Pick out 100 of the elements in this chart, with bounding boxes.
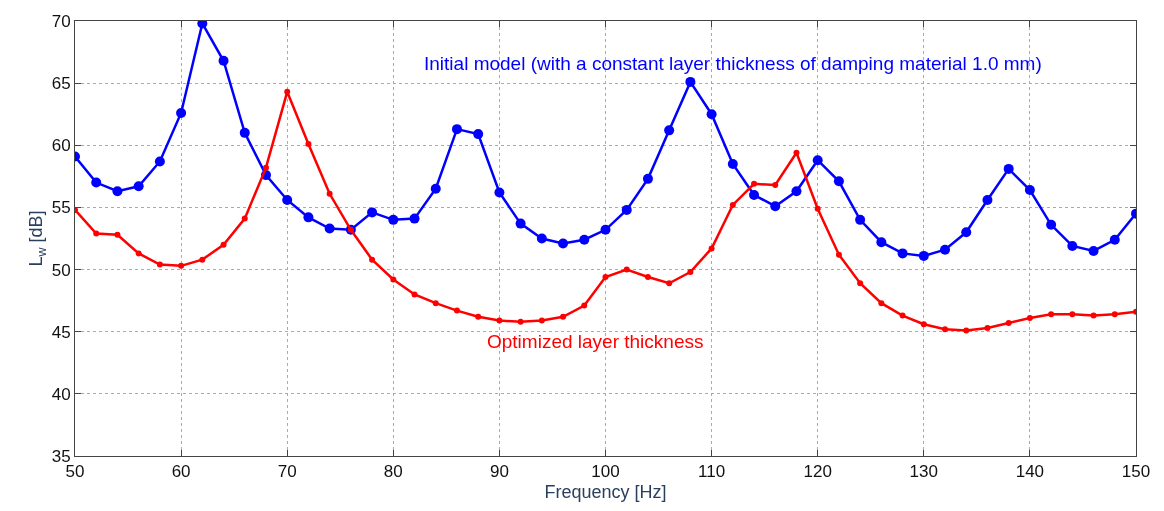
y-tick-label: 70 <box>51 11 71 31</box>
x-axis-title: Frequency [Hz] <box>544 481 667 502</box>
point <box>432 300 439 307</box>
point <box>727 158 738 169</box>
point <box>878 300 885 307</box>
point <box>220 241 227 248</box>
point <box>369 256 376 263</box>
point <box>666 280 673 287</box>
point <box>558 238 569 249</box>
point <box>133 181 144 192</box>
point <box>1090 312 1097 319</box>
point <box>326 190 333 197</box>
x-tick-label: 130 <box>909 462 938 482</box>
point <box>855 214 866 225</box>
point <box>876 237 887 248</box>
point <box>515 218 526 229</box>
point <box>112 186 123 197</box>
y-tick-label: 60 <box>51 136 71 156</box>
point <box>1024 185 1035 196</box>
point <box>473 129 484 140</box>
point <box>239 127 250 138</box>
x-tick-label: 100 <box>591 462 620 482</box>
x-tick-label: 120 <box>803 462 832 482</box>
x-tick-label: 60 <box>171 462 191 482</box>
point <box>1005 320 1012 327</box>
point <box>793 149 800 156</box>
point <box>600 224 611 235</box>
point <box>496 317 503 324</box>
point <box>1046 219 1057 230</box>
point <box>176 107 187 118</box>
point <box>579 234 590 245</box>
point <box>303 212 314 223</box>
point <box>367 207 378 218</box>
series-label: Optimized layer thickness <box>487 331 704 352</box>
point <box>984 324 991 331</box>
point <box>135 250 142 257</box>
point <box>1069 311 1076 318</box>
point <box>706 109 717 120</box>
point <box>770 201 781 212</box>
point <box>812 155 823 166</box>
point <box>621 204 632 215</box>
x-tick-label: 140 <box>1015 462 1045 482</box>
point <box>538 317 545 324</box>
point <box>644 274 651 281</box>
y-tick-label: 40 <box>51 384 71 404</box>
y-tick-label: 50 <box>51 260 71 280</box>
point <box>581 302 588 309</box>
text: Initial model (with a constant layer thickness of damping material 1.0 mm) <box>424 53 1042 74</box>
point <box>708 245 715 252</box>
point <box>282 194 293 205</box>
point <box>1088 245 1099 256</box>
point <box>114 231 121 238</box>
x-tick-label: 80 <box>383 462 403 482</box>
point <box>1067 240 1078 251</box>
point <box>729 201 736 208</box>
point <box>833 176 844 187</box>
point <box>897 248 908 259</box>
point <box>536 233 547 244</box>
point <box>324 223 335 234</box>
point <box>664 125 675 136</box>
point <box>642 173 653 184</box>
point <box>560 313 567 320</box>
point <box>453 307 460 314</box>
x-tick-label: 90 <box>489 462 509 482</box>
point <box>772 182 779 189</box>
point <box>982 194 993 205</box>
y-tick-label: 55 <box>51 198 71 218</box>
point <box>857 280 864 287</box>
point <box>199 256 206 263</box>
point <box>390 276 397 283</box>
x-tick-label: 70 <box>277 462 297 482</box>
point <box>409 213 420 224</box>
point <box>791 186 802 197</box>
point <box>685 76 696 87</box>
point <box>430 183 441 194</box>
x-tick-label: 150 <box>1121 462 1151 482</box>
point <box>623 266 630 273</box>
point <box>388 214 399 225</box>
point <box>749 190 760 200</box>
point <box>154 156 165 167</box>
point <box>494 187 505 198</box>
point <box>899 312 906 319</box>
point <box>475 313 482 320</box>
point <box>451 124 462 135</box>
point <box>920 321 927 328</box>
point <box>93 230 100 237</box>
point <box>918 250 929 261</box>
y-tick-label: 45 <box>51 322 71 342</box>
y-tick-label: 65 <box>51 74 71 94</box>
point <box>1003 163 1014 174</box>
point <box>241 215 248 222</box>
point <box>814 205 821 212</box>
point <box>517 318 524 325</box>
point <box>961 227 972 238</box>
point <box>940 244 951 255</box>
point <box>197 21 208 29</box>
point <box>963 327 970 334</box>
x-tick-label: 110 <box>698 462 726 482</box>
point <box>284 88 291 95</box>
point <box>751 180 758 187</box>
